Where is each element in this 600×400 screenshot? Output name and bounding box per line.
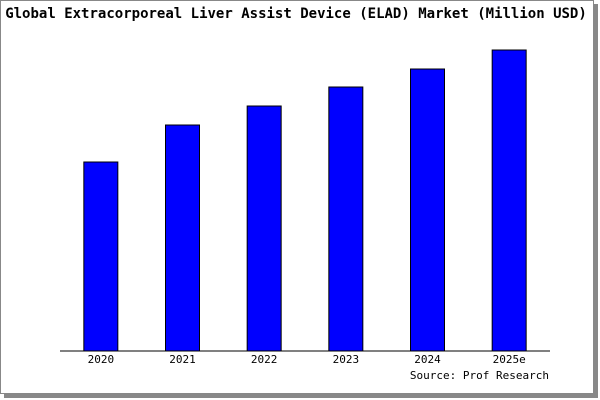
bar bbox=[328, 86, 364, 352]
x-tick-label: 2022 bbox=[251, 353, 278, 366]
bar bbox=[491, 49, 527, 352]
bar bbox=[83, 161, 119, 352]
x-tick-label: 2023 bbox=[333, 353, 360, 366]
bar bbox=[246, 105, 282, 352]
x-tick-label: 2024 bbox=[414, 353, 441, 366]
x-tick-label: 2020 bbox=[88, 353, 115, 366]
x-tick-label: 2025e bbox=[493, 353, 526, 366]
source-note: Source: Prof Research bbox=[410, 369, 549, 382]
chart-title: Global Extracorporeal Liver Assist Devic… bbox=[5, 6, 587, 22]
x-tick-label: 2021 bbox=[169, 353, 196, 366]
bar bbox=[410, 68, 445, 352]
bar bbox=[165, 124, 200, 352]
